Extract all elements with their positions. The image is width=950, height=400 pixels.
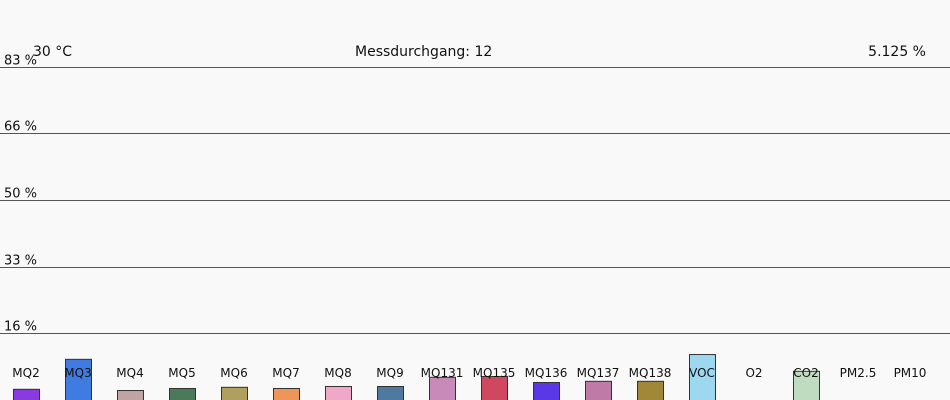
bar-mq6 xyxy=(221,386,248,400)
category-label: MQ4 xyxy=(116,366,143,380)
bar-mq2 xyxy=(13,388,40,400)
category-label: MQ137 xyxy=(577,366,620,380)
category-label: MQ6 xyxy=(220,366,247,380)
bar-mq136 xyxy=(533,382,560,400)
category-label: MQ135 xyxy=(473,366,516,380)
category-label: MQ138 xyxy=(629,366,672,380)
bar-mq8 xyxy=(325,386,352,400)
category-label: PM2.5 xyxy=(840,366,877,380)
category-label: MQ131 xyxy=(421,366,464,380)
category-label: MQ136 xyxy=(525,366,568,380)
category-label: VOC xyxy=(689,366,715,380)
bar-voc xyxy=(689,354,716,400)
category-label: MQ8 xyxy=(324,366,351,380)
category-label: MQ3 xyxy=(64,366,91,380)
category-label: CO2 xyxy=(793,366,818,380)
bar-mq135 xyxy=(481,376,508,400)
category-label: MQ5 xyxy=(168,366,195,380)
y-tick-label: 50 % xyxy=(4,187,37,202)
y-tick-label: 33 % xyxy=(4,254,37,269)
bar-mq5 xyxy=(169,388,196,400)
bar-mq4 xyxy=(117,390,144,400)
temperature-readout: 30 °C xyxy=(33,44,73,60)
bar-mq3 xyxy=(65,358,92,400)
bar-mq9 xyxy=(377,386,404,400)
bar-mq138 xyxy=(637,380,664,400)
category-label: MQ2 xyxy=(12,366,39,380)
category-label: O2 xyxy=(745,366,762,380)
run-counter: Messdurchgang: 12 xyxy=(355,44,493,60)
y-tick-label: 16 % xyxy=(4,320,37,335)
y-tick-label: 66 % xyxy=(4,120,37,135)
category-label: PM10 xyxy=(894,366,927,380)
bar-mq137 xyxy=(585,380,612,400)
bar-mq131 xyxy=(429,376,456,400)
bar-mq7 xyxy=(273,388,300,400)
bar-co2 xyxy=(793,370,820,400)
category-label: MQ7 xyxy=(272,366,299,380)
percent-readout: 5.125 % xyxy=(868,44,926,60)
category-label: MQ9 xyxy=(376,366,403,380)
y-tick-label: 83 % xyxy=(4,54,37,69)
